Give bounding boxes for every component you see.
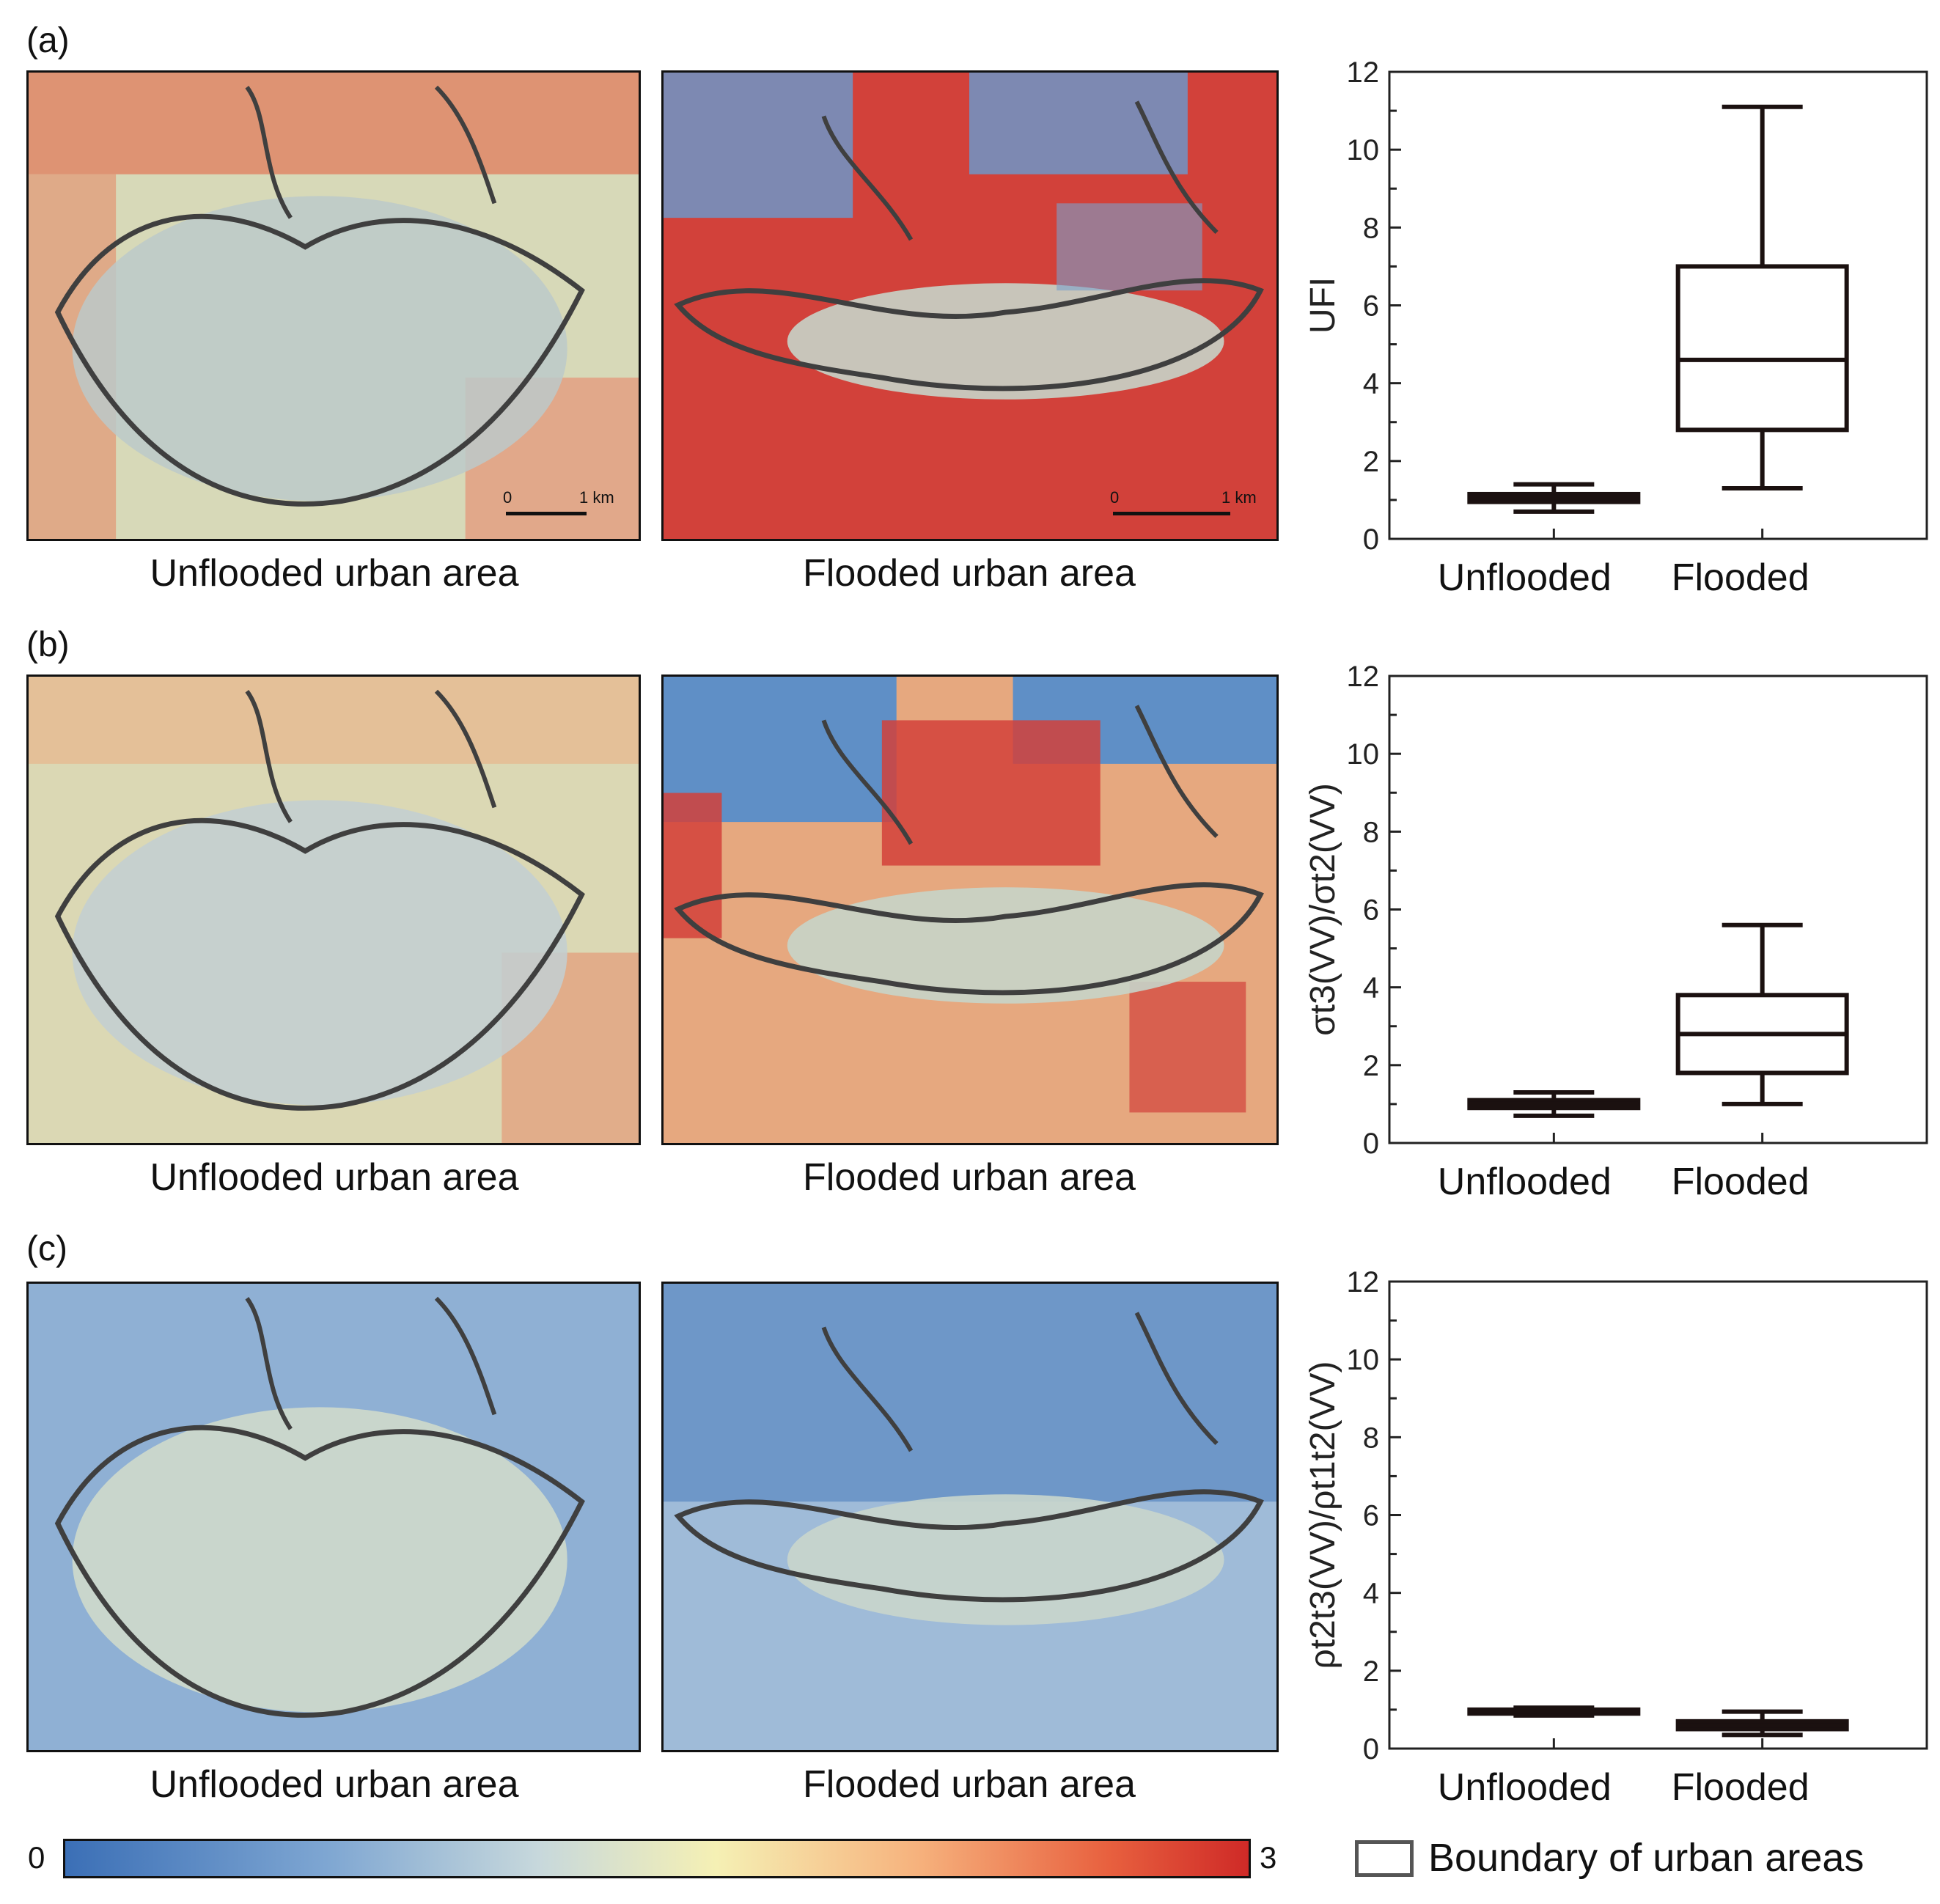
- y-tick-label: 10: [1347, 1344, 1380, 1376]
- y-tick-label: 12: [1347, 59, 1380, 89]
- map-image: [664, 677, 1276, 1143]
- y-tick-label: 4: [1363, 972, 1379, 1004]
- y-tick-label: 2: [1363, 1655, 1379, 1688]
- y-tick-label: 8: [1363, 816, 1379, 848]
- map-image: [664, 1284, 1276, 1750]
- map-b-unflooded: [26, 675, 641, 1145]
- map-a-flooded: [661, 70, 1279, 541]
- x-tick-label: Unflooded: [1438, 1161, 1612, 1203]
- caption-c-flooded: Flooded urban area: [803, 1763, 1136, 1806]
- boxplot-rho-ratio: 0 2 4 6 8 10 12 ρt2t3(VV)/ρt1t2(VV) Unflooded Flo…: [1304, 1268, 1928, 1809]
- y-tick-label: 8: [1363, 212, 1379, 244]
- x-tick-label: Flooded: [1672, 1161, 1809, 1203]
- y-tick-label: 0: [1363, 523, 1379, 556]
- colorbar-min-label: 0: [28, 1840, 45, 1875]
- y-tick-label: 0: [1363, 1733, 1379, 1765]
- panel-label-b: (b): [26, 625, 70, 664]
- map-image: [29, 73, 639, 539]
- y-tick-label: 8: [1363, 1422, 1379, 1454]
- panel-label-c: (c): [26, 1229, 67, 1268]
- panel-label-a: (a): [26, 21, 70, 60]
- caption-a-unflooded: Unflooded urban area: [150, 552, 519, 595]
- map-a-unflooded: [26, 70, 641, 541]
- map-b-flooded: [661, 675, 1279, 1145]
- box-iqr: [1675, 264, 1849, 433]
- boundary-legend-swatch: [1355, 1840, 1414, 1877]
- x-tick-label: Unflooded: [1438, 556, 1612, 599]
- boundary-legend-label: Boundary of urban areas: [1428, 1836, 1864, 1880]
- map-image: [29, 1284, 639, 1750]
- y-axis-label: ρt2t3(VV)/ρt1t2(VV): [1304, 1361, 1342, 1669]
- y-axis-label: UFI: [1304, 277, 1342, 334]
- colorbar-max-label: 3: [1260, 1840, 1277, 1875]
- caption-c-unflooded: Unflooded urban area: [150, 1763, 519, 1806]
- y-tick-label: 12: [1347, 1268, 1380, 1298]
- y-tick-label: 12: [1347, 663, 1380, 693]
- map-c-unflooded: [26, 1282, 641, 1752]
- x-tick-label: Flooded: [1672, 1766, 1809, 1809]
- caption-b-flooded: Flooded urban area: [803, 1156, 1136, 1199]
- plot-frame: [1388, 1280, 1928, 1750]
- map-image: [29, 677, 639, 1143]
- y-tick-label: 4: [1363, 368, 1379, 400]
- y-tick-label: 6: [1363, 290, 1379, 323]
- y-tick-label: 10: [1347, 738, 1380, 771]
- x-tick-label: Unflooded: [1438, 1766, 1612, 1809]
- colorbar: [63, 1839, 1251, 1878]
- y-axis-label: σt3(VV)/σt2(VV): [1304, 783, 1342, 1036]
- y-tick-label: 4: [1363, 1578, 1379, 1610]
- y-tick-label: 0: [1363, 1128, 1379, 1160]
- map-image: [664, 73, 1276, 539]
- y-tick-label: 2: [1363, 1050, 1379, 1082]
- y-tick-label: 2: [1363, 446, 1379, 478]
- y-tick-label: 6: [1363, 894, 1379, 927]
- caption-b-unflooded: Unflooded urban area: [150, 1156, 519, 1199]
- y-tick-label: 10: [1347, 134, 1380, 166]
- x-tick-label: Flooded: [1672, 556, 1809, 599]
- caption-a-flooded: Flooded urban area: [803, 552, 1136, 595]
- boxplot-sigma-ratio: 0 2 4 6 8 10 12 σt3(VV)/σt2(VV) Unflooded Flooded: [1304, 663, 1928, 1203]
- map-c-flooded: [661, 1282, 1279, 1752]
- y-tick-label: 6: [1363, 1500, 1379, 1532]
- boxplot-ufi: 0 2 4 6 8 10 12 UFI Unflooded Flooded: [1304, 59, 1928, 599]
